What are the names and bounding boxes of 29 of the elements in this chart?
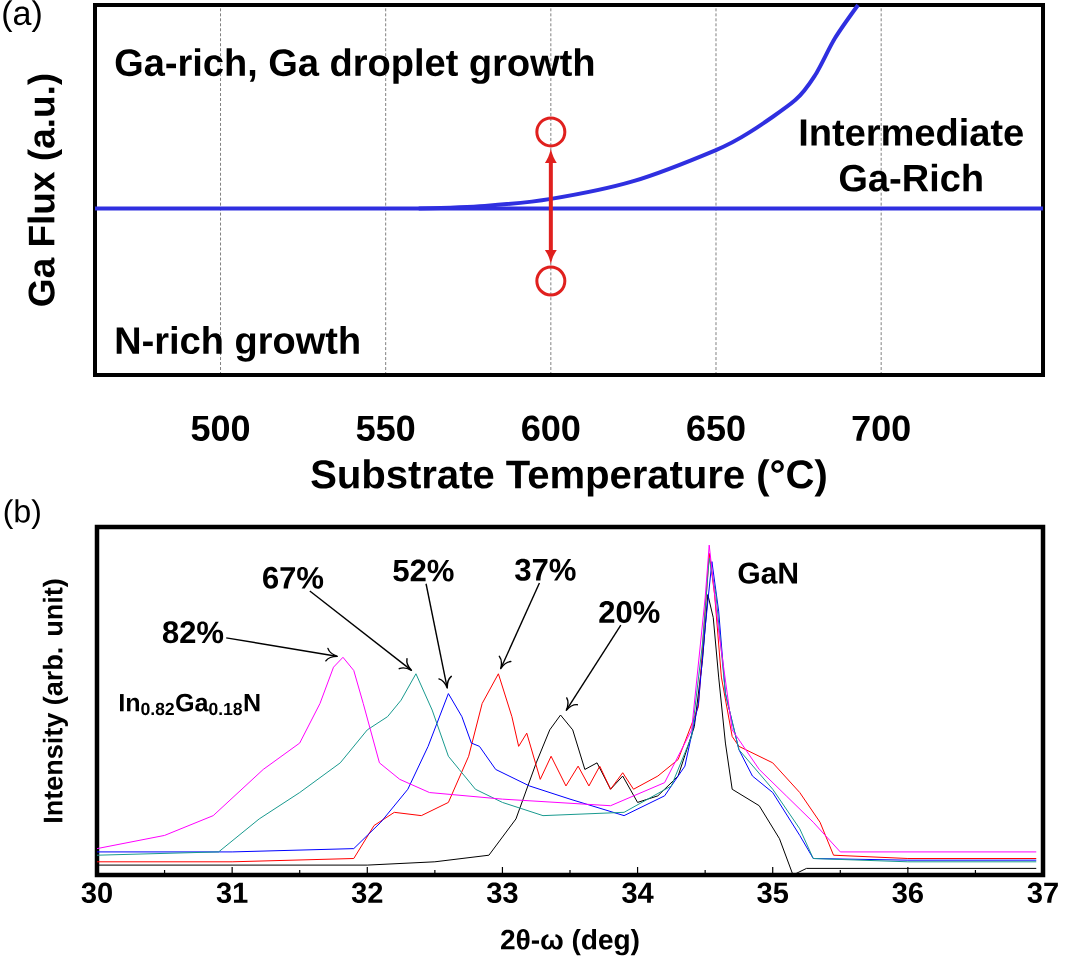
annotation: Ga-rich, Ga droplet growth xyxy=(115,48,594,84)
annotation: 82% xyxy=(162,621,224,644)
y-axis-title: Intensity (arb. unit) xyxy=(42,579,68,822)
annotation: In$_{0.82}$Ga$_{0.18}$N xyxy=(120,693,260,716)
x-tick-label: 36 xyxy=(892,882,923,904)
x-axis-title: Substrate Temperature (°C) xyxy=(311,459,826,497)
annotation: Intermediate Ga-Rich xyxy=(800,118,1023,192)
x-tick-label: 34 xyxy=(622,882,654,904)
x-tick-label: 650 xyxy=(687,415,745,442)
x-tick-label: 600 xyxy=(522,415,580,442)
annotation: 67% xyxy=(263,566,324,589)
x-tick-label: 30 xyxy=(81,882,112,904)
x-axis-title: 2θ-ω (deg) xyxy=(501,929,639,956)
x-tick-label: 550 xyxy=(356,415,415,442)
chart-title: (b) xyxy=(4,499,40,529)
x-tick-label: 35 xyxy=(757,882,789,904)
x-tick-label: 31 xyxy=(216,882,248,904)
chart-title: (a) xyxy=(3,0,41,32)
y-axis-title: Ga Flux (a.u.) xyxy=(27,74,62,306)
x-tick-label: 700 xyxy=(852,415,910,442)
annotation: 20% xyxy=(599,601,660,623)
annotation: GaN xyxy=(738,562,798,584)
x-tick-label: 32 xyxy=(351,882,383,904)
x-tick-label: 500 xyxy=(191,415,250,442)
annotation: 37% xyxy=(515,558,576,581)
x-tick-label: 33 xyxy=(486,882,518,904)
x-tick-label: 37 xyxy=(1027,882,1058,904)
annotation: 52% xyxy=(393,559,454,582)
annotation: N-rich growth xyxy=(116,326,359,362)
